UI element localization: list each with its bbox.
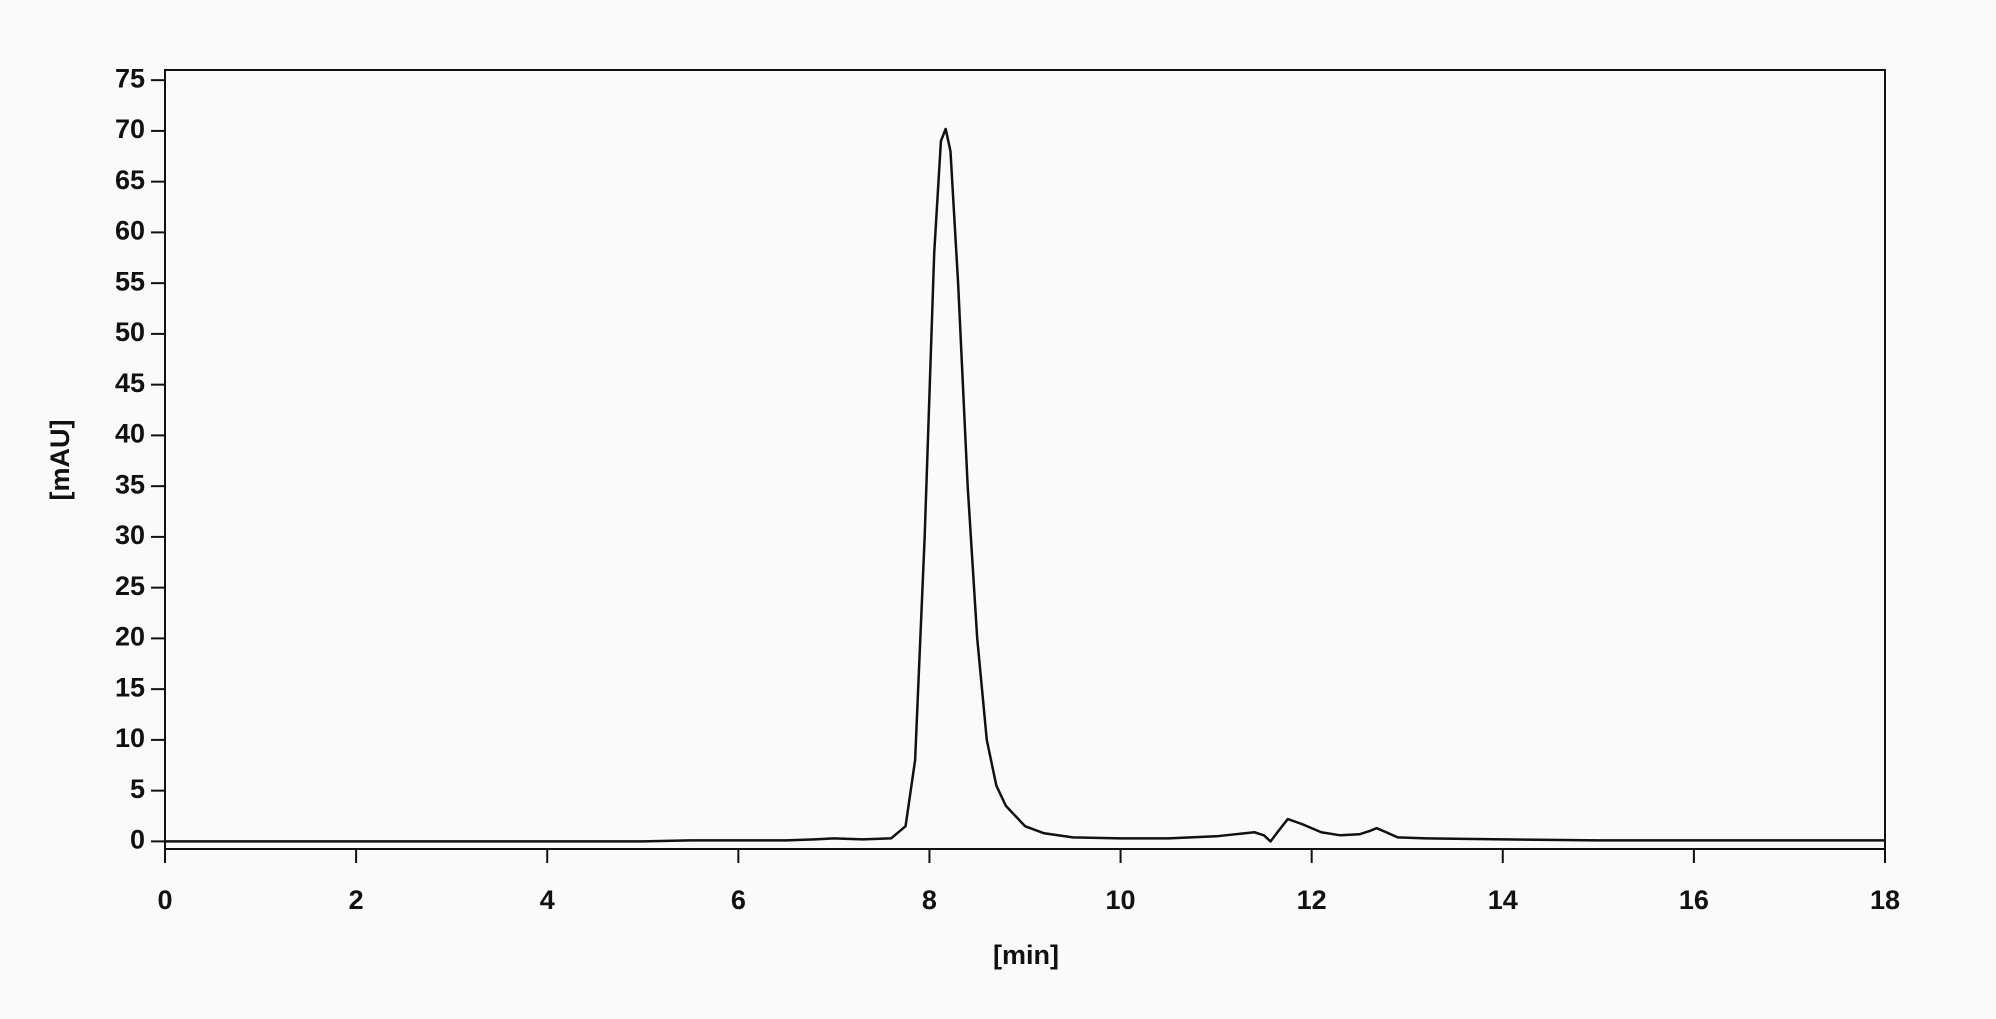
y-tick-label: 20 bbox=[115, 622, 145, 652]
trace-line bbox=[165, 127, 1885, 843]
x-tick-label: 18 bbox=[1870, 885, 1900, 915]
y-tick-label: 30 bbox=[115, 520, 145, 550]
x-tick-label: 2 bbox=[349, 885, 364, 915]
y-tick-label: 55 bbox=[115, 266, 145, 296]
y-tick-label: 5 bbox=[130, 774, 145, 804]
x-tick-label: 16 bbox=[1679, 885, 1709, 915]
x-axis-label: [min] bbox=[993, 940, 1059, 970]
y-tick-label: 10 bbox=[115, 723, 145, 753]
plot-frame bbox=[164, 69, 1886, 850]
y-axis-label: [mAU] bbox=[45, 420, 75, 501]
y-tick-label: 35 bbox=[115, 469, 145, 499]
x-tick-label: 14 bbox=[1488, 885, 1518, 915]
x-tick-label: 8 bbox=[922, 885, 937, 915]
y-tick-label: 45 bbox=[115, 368, 145, 398]
y-tick-label: 0 bbox=[130, 825, 145, 855]
y-tick-label: 65 bbox=[115, 165, 145, 195]
x-tick-label: 10 bbox=[1106, 885, 1136, 915]
y-tick-label: 40 bbox=[115, 419, 145, 449]
y-tick-label: 25 bbox=[115, 571, 145, 601]
x-tick-label: 4 bbox=[540, 885, 555, 915]
x-tick-label: 12 bbox=[1297, 885, 1327, 915]
y-tick-label: 50 bbox=[115, 317, 145, 347]
y-tick-label: 60 bbox=[115, 216, 145, 246]
y-tick-label: 15 bbox=[115, 672, 145, 702]
y-tick-label: 70 bbox=[115, 114, 145, 144]
x-tick-label: 0 bbox=[157, 885, 172, 915]
y-tick-label: 75 bbox=[115, 63, 145, 93]
x-tick-label: 6 bbox=[731, 885, 746, 915]
